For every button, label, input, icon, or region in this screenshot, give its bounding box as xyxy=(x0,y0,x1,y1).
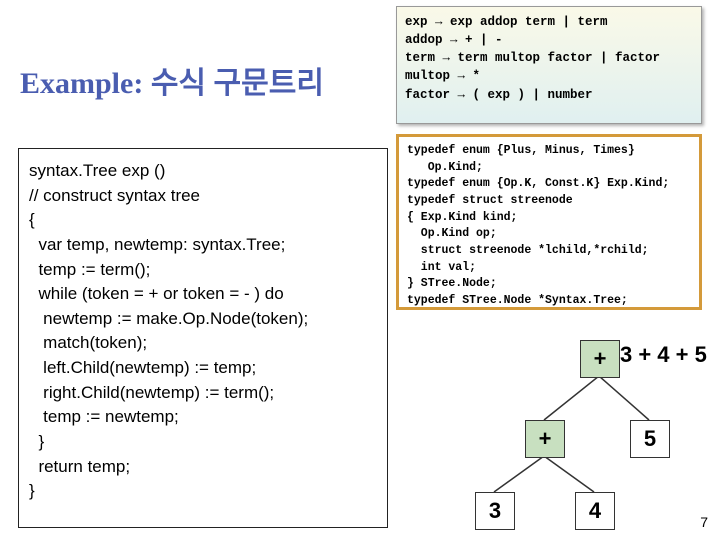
tree-node-num: 5 xyxy=(630,420,670,458)
tree-node-op: + xyxy=(580,340,620,378)
tree-node-num: 3 xyxy=(475,492,515,530)
tree-node-op: + xyxy=(525,420,565,458)
grammar-box: exp → exp addop term | term addop → + | … xyxy=(396,6,702,124)
typedef-box: typedef enum {Plus, Minus, Times} Op.Kin… xyxy=(396,134,702,310)
expression-label: 3 + 4 + 5 xyxy=(620,342,707,368)
tree-node-num: 4 xyxy=(575,492,615,530)
page-number: 7 xyxy=(700,514,708,530)
page-title: Example: 수식 구문트리 xyxy=(20,58,324,102)
pseudocode-box: syntax.Tree exp () // construct syntax t… xyxy=(18,148,388,528)
